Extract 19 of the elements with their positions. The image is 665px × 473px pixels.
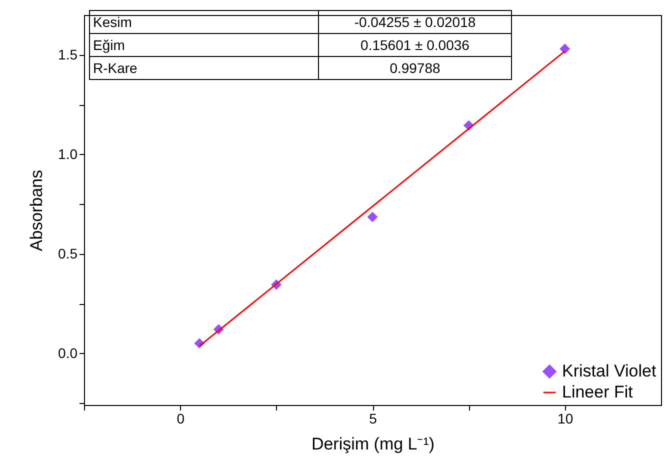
legend-label: Lineer Fit xyxy=(562,382,634,402)
annotation: R-Kare xyxy=(90,56,318,80)
annotation: Eğim xyxy=(90,34,318,56)
annotation: Kesim xyxy=(90,10,318,34)
point xyxy=(560,44,570,54)
legend-label: Kristal Violet xyxy=(562,362,656,380)
annotation: -0.04255 ± 0.02018 xyxy=(318,10,512,34)
x-axis-title: Derişim (mg L⁻¹) xyxy=(311,434,435,454)
y-axis-title: Absorbans xyxy=(27,170,46,252)
x-tick-label: 0 xyxy=(176,410,185,426)
annotation: 0.99788 xyxy=(318,56,512,80)
y-tick-label: 0.5 xyxy=(58,245,78,262)
x-tick-label: 10 xyxy=(558,410,574,426)
y-tick-label: 0.0 xyxy=(58,344,78,361)
annotation: 0.15601 ± 0.0036 xyxy=(318,34,512,56)
point xyxy=(367,212,378,222)
x-tick-label: 5 xyxy=(369,410,378,426)
y-tick-label: 1.0 xyxy=(58,146,78,162)
y-tick-label: 1.5 xyxy=(58,46,78,62)
